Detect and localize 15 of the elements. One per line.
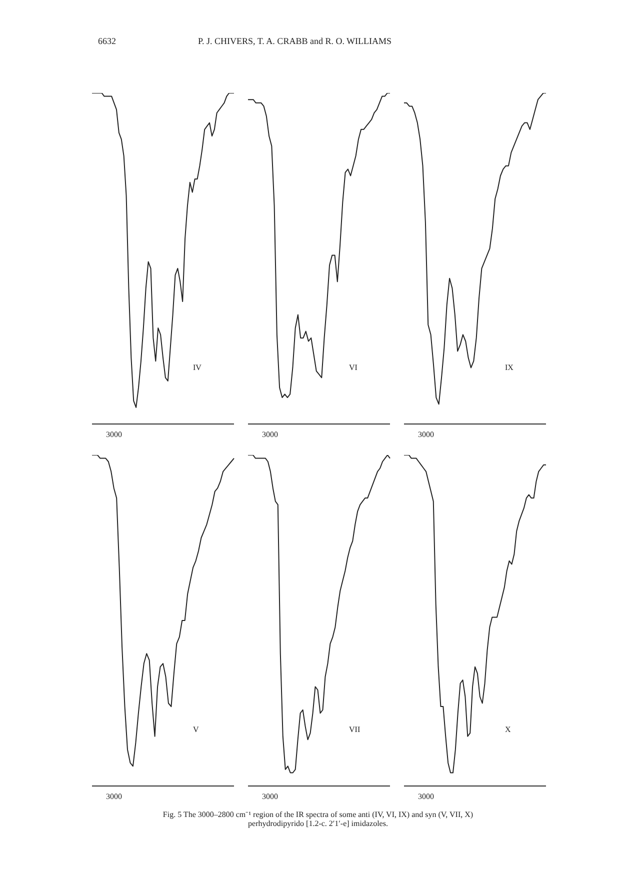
text: 3000 (418, 792, 434, 801)
text: 3000 (262, 430, 278, 439)
text: X (505, 725, 511, 734)
text: VI (349, 363, 358, 372)
text: V (193, 725, 199, 734)
caption: Fig. 5 The 3000–2800 cm⁻¹ region of the IR spectra of some anti (IV, VI, IX) and syn (V, VII, X) perhydrodipyrido [1.2-c. 2′1′-e] imidazoles. (162, 809, 474, 828)
text: 3000 (262, 792, 278, 801)
text: P. J. CHIVERS, T. A. CRABB and R. O. WILLIAMS (198, 36, 392, 46)
text: 3000 (418, 430, 434, 439)
text: 3000 (106, 792, 122, 801)
text: IV (193, 363, 202, 372)
text: VII (349, 725, 360, 734)
text: 6632 (98, 36, 116, 46)
text: 3000 (106, 430, 122, 439)
text: IX (505, 363, 514, 372)
